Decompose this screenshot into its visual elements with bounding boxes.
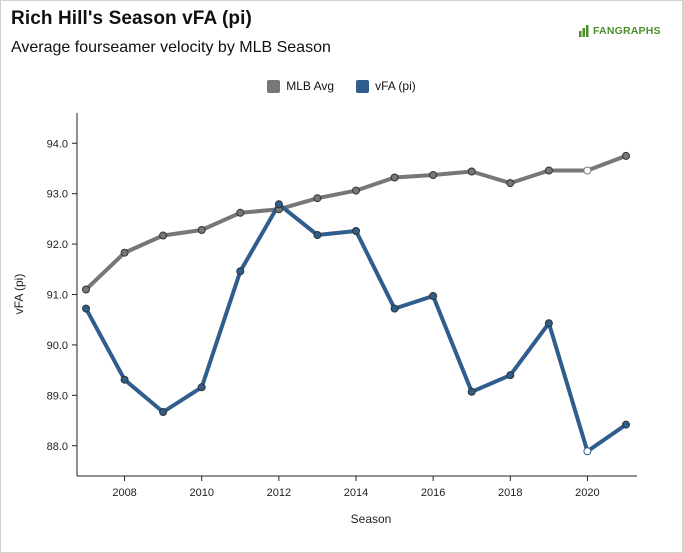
data-point-mlb-avg[interactable] [622, 151, 630, 160]
data-point-vfa[interactable] [313, 231, 322, 239]
data-point-vfa[interactable] [352, 227, 360, 235]
data-point-vfa[interactable] [236, 267, 245, 276]
data-point-vfa[interactable] [429, 292, 438, 300]
x-tick-label: 2020 [575, 487, 599, 499]
chart-title: Rich Hill's Season vFA (pi) [11, 8, 252, 29]
data-point-mlb-avg[interactable] [390, 173, 399, 182]
legend-label-vfa: vFA (pi) [375, 79, 416, 93]
y-tick-label: 89.0 [47, 390, 68, 402]
data-point-mlb-avg[interactable] [197, 226, 206, 234]
x-tick-label: 2012 [267, 487, 291, 499]
data-point-mlb-avg[interactable] [352, 186, 360, 195]
data-point-vfa[interactable] [274, 200, 283, 209]
data-point-mlb-avg[interactable] [236, 208, 245, 217]
y-tick-label: 91.0 [47, 290, 68, 302]
data-point-mlb-avg[interactable] [467, 167, 476, 176]
data-point-mlb-avg[interactable] [506, 179, 515, 188]
y-tick-label: 94.0 [47, 138, 68, 150]
chart-axes [76, 113, 637, 477]
data-point-mlb-avg[interactable] [313, 194, 322, 203]
x-tick-label: 2008 [112, 487, 136, 499]
legend-item-vfa[interactable]: vFA (pi) [356, 79, 416, 93]
fangraphs-logo-icon [579, 25, 589, 37]
data-point-vfa[interactable] [120, 375, 129, 384]
x-tick-label: 2014 [344, 487, 368, 499]
data-point-vfa[interactable] [544, 319, 553, 328]
series-line-mlb-avg [84, 153, 628, 292]
data-point-vfa[interactable] [159, 408, 168, 416]
x-axis-label: Season [351, 512, 392, 526]
legend-label-mlb-avg: MLB Avg [286, 79, 335, 93]
x-tick-label: 2018 [498, 487, 522, 499]
x-tick-label: 2016 [421, 487, 445, 499]
data-point-mlb-avg[interactable] [544, 166, 553, 175]
y-axis-label: vFA (pi) [12, 274, 26, 315]
data-point-vfa[interactable] [506, 371, 515, 380]
chart-subtitle: Average fourseamer velocity by MLB Seaso… [11, 39, 331, 56]
legend-item-mlb-avg[interactable]: MLB Avg [267, 79, 334, 93]
data-point-mlb-avg[interactable] [583, 166, 592, 175]
data-point-mlb-avg[interactable] [159, 231, 168, 240]
chart-series [82, 151, 630, 456]
data-point-mlb-avg[interactable] [82, 285, 90, 294]
legend-swatch-vfa [356, 79, 370, 93]
legend-swatch-mlb-avg [267, 79, 281, 93]
fangraphs-logo: FANGRAPHS [579, 25, 661, 37]
y-tick-label: 92.0 [47, 239, 68, 251]
y-ticks: 88.0 89.0 90.0 91.0 92.0 93.0 94.0 [47, 138, 77, 453]
fangraphs-logo-text: FANGRAPHS [593, 25, 661, 37]
y-tick-label: 93.0 [47, 189, 68, 201]
x-ticks: 2008 2010 2012 2014 2016 2018 2020 [112, 476, 600, 499]
data-point-vfa[interactable] [197, 383, 206, 392]
data-point-mlb-avg[interactable] [429, 171, 438, 179]
x-tick-label: 2010 [189, 487, 213, 499]
data-point-mlb-avg[interactable] [120, 248, 129, 257]
data-point-vfa[interactable] [622, 420, 630, 429]
data-point-vfa[interactable] [467, 387, 476, 396]
y-tick-label: 90.0 [47, 340, 68, 352]
y-tick-label: 88.0 [47, 441, 68, 453]
data-point-vfa[interactable] [390, 304, 399, 313]
series-line-vfa [84, 202, 628, 454]
chart-legend: MLB Avg vFA (pi) [0, 79, 683, 93]
data-point-vfa[interactable] [583, 447, 592, 456]
data-point-vfa[interactable] [82, 304, 90, 313]
